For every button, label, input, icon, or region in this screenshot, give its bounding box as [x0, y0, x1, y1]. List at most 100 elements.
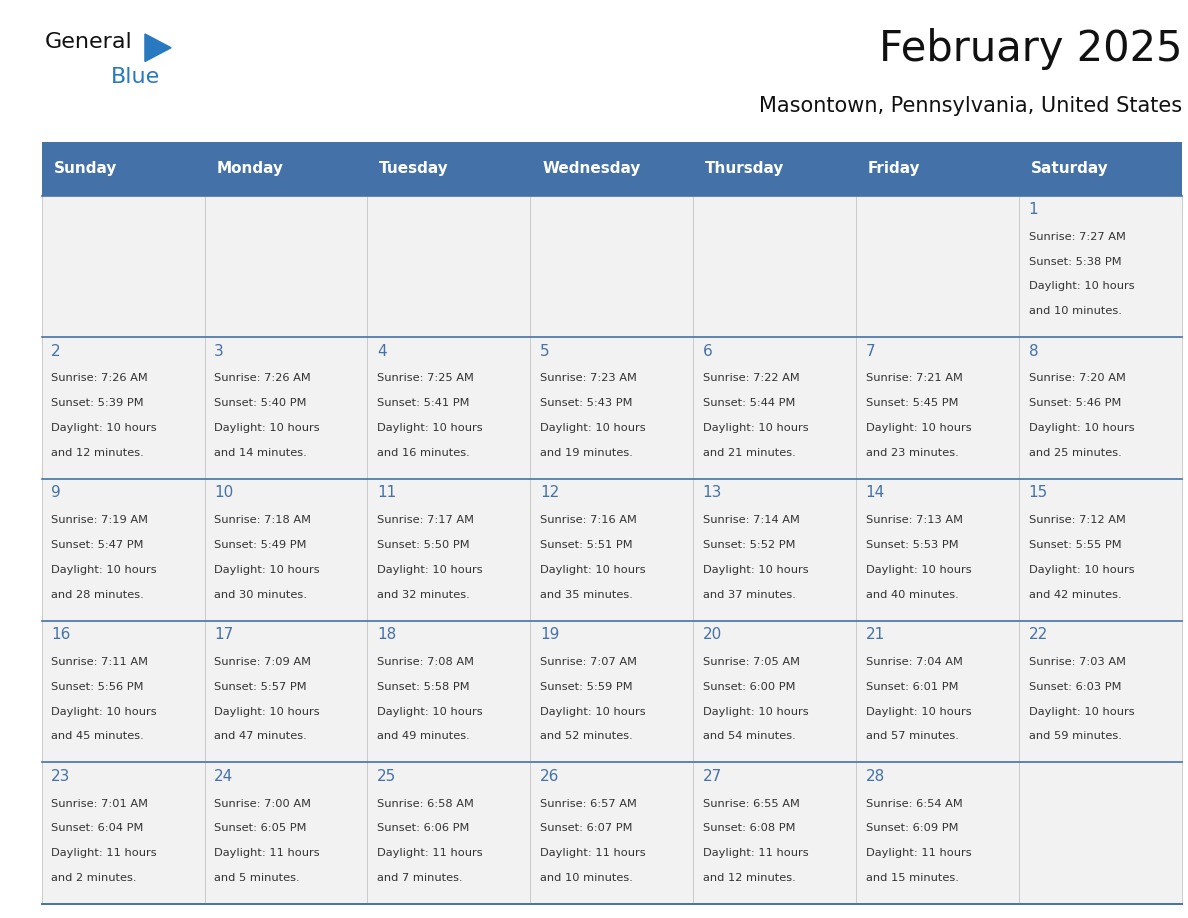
Text: 4: 4	[377, 343, 386, 359]
Text: Daylight: 10 hours: Daylight: 10 hours	[703, 707, 808, 717]
Text: and 49 minutes.: and 49 minutes.	[377, 732, 469, 742]
Text: and 37 minutes.: and 37 minutes.	[703, 589, 796, 599]
Text: Sunset: 5:49 PM: Sunset: 5:49 PM	[214, 540, 307, 550]
Text: Sunset: 6:01 PM: Sunset: 6:01 PM	[866, 682, 959, 692]
Text: Sunrise: 7:16 AM: Sunrise: 7:16 AM	[539, 515, 637, 525]
Text: Sunrise: 7:03 AM: Sunrise: 7:03 AM	[1029, 657, 1126, 667]
Text: Daylight: 10 hours: Daylight: 10 hours	[703, 565, 808, 575]
Text: and 16 minutes.: and 16 minutes.	[377, 448, 469, 458]
Text: Sunset: 5:55 PM: Sunset: 5:55 PM	[1029, 540, 1121, 550]
Text: and 42 minutes.: and 42 minutes.	[1029, 589, 1121, 599]
Text: Sunrise: 6:57 AM: Sunrise: 6:57 AM	[539, 799, 637, 809]
Text: 13: 13	[703, 486, 722, 500]
Text: and 23 minutes.: and 23 minutes.	[866, 448, 959, 458]
Text: Blue: Blue	[110, 67, 159, 87]
Text: Sunset: 6:05 PM: Sunset: 6:05 PM	[214, 823, 307, 834]
Text: and 7 minutes.: and 7 minutes.	[377, 873, 462, 883]
Text: and 5 minutes.: and 5 minutes.	[214, 873, 299, 883]
Text: Daylight: 10 hours: Daylight: 10 hours	[866, 565, 972, 575]
Text: Daylight: 10 hours: Daylight: 10 hours	[51, 707, 157, 717]
Text: and 10 minutes.: and 10 minutes.	[539, 873, 633, 883]
Text: Sunrise: 7:13 AM: Sunrise: 7:13 AM	[866, 515, 962, 525]
Text: Daylight: 10 hours: Daylight: 10 hours	[539, 423, 645, 433]
Text: Sunrise: 6:58 AM: Sunrise: 6:58 AM	[377, 799, 474, 809]
Text: 14: 14	[866, 486, 885, 500]
Text: Sunset: 5:43 PM: Sunset: 5:43 PM	[539, 398, 632, 409]
Text: Sunrise: 7:08 AM: Sunrise: 7:08 AM	[377, 657, 474, 667]
Text: 20: 20	[703, 627, 722, 643]
Text: Daylight: 10 hours: Daylight: 10 hours	[214, 565, 320, 575]
Text: 26: 26	[539, 769, 560, 784]
Text: Daylight: 10 hours: Daylight: 10 hours	[377, 707, 482, 717]
Text: 3: 3	[214, 343, 223, 359]
Text: and 59 minutes.: and 59 minutes.	[1029, 732, 1121, 742]
Text: Sunrise: 7:22 AM: Sunrise: 7:22 AM	[703, 374, 800, 384]
Text: Daylight: 11 hours: Daylight: 11 hours	[214, 848, 320, 858]
Text: Sunset: 5:44 PM: Sunset: 5:44 PM	[703, 398, 795, 409]
Text: 10: 10	[214, 486, 233, 500]
Text: and 14 minutes.: and 14 minutes.	[214, 448, 307, 458]
Text: 7: 7	[866, 343, 876, 359]
Text: Sunrise: 7:01 AM: Sunrise: 7:01 AM	[51, 799, 148, 809]
Text: 9: 9	[51, 486, 61, 500]
Text: Tuesday: Tuesday	[379, 162, 449, 176]
Text: February 2025: February 2025	[879, 28, 1182, 70]
Text: Daylight: 10 hours: Daylight: 10 hours	[1029, 281, 1135, 291]
Text: Sunrise: 7:20 AM: Sunrise: 7:20 AM	[1029, 374, 1125, 384]
Text: and 45 minutes.: and 45 minutes.	[51, 732, 144, 742]
Text: Daylight: 10 hours: Daylight: 10 hours	[214, 423, 320, 433]
Text: Sunrise: 6:55 AM: Sunrise: 6:55 AM	[703, 799, 800, 809]
Text: and 2 minutes.: and 2 minutes.	[51, 873, 137, 883]
Text: 22: 22	[1029, 627, 1048, 643]
Text: and 52 minutes.: and 52 minutes.	[539, 732, 633, 742]
Text: 5: 5	[539, 343, 550, 359]
Text: Daylight: 10 hours: Daylight: 10 hours	[51, 423, 157, 433]
Text: and 54 minutes.: and 54 minutes.	[703, 732, 796, 742]
Text: 12: 12	[539, 486, 560, 500]
Text: and 12 minutes.: and 12 minutes.	[51, 448, 144, 458]
Text: Sunset: 6:07 PM: Sunset: 6:07 PM	[539, 823, 632, 834]
Text: Sunset: 6:09 PM: Sunset: 6:09 PM	[866, 823, 959, 834]
Text: Sunrise: 6:54 AM: Sunrise: 6:54 AM	[866, 799, 962, 809]
Text: and 28 minutes.: and 28 minutes.	[51, 589, 144, 599]
Text: Sunrise: 7:07 AM: Sunrise: 7:07 AM	[539, 657, 637, 667]
Text: Daylight: 11 hours: Daylight: 11 hours	[539, 848, 645, 858]
Text: Sunset: 5:50 PM: Sunset: 5:50 PM	[377, 540, 469, 550]
Text: Daylight: 10 hours: Daylight: 10 hours	[51, 565, 157, 575]
Text: Sunrise: 7:11 AM: Sunrise: 7:11 AM	[51, 657, 148, 667]
Text: 6: 6	[703, 343, 713, 359]
Text: 28: 28	[866, 769, 885, 784]
Text: Sunset: 5:45 PM: Sunset: 5:45 PM	[866, 398, 959, 409]
Text: and 47 minutes.: and 47 minutes.	[214, 732, 307, 742]
Text: 16: 16	[51, 627, 70, 643]
Text: 27: 27	[703, 769, 722, 784]
Text: Sunset: 6:08 PM: Sunset: 6:08 PM	[703, 823, 795, 834]
Text: Sunset: 5:38 PM: Sunset: 5:38 PM	[1029, 256, 1121, 266]
Text: Sunrise: 7:18 AM: Sunrise: 7:18 AM	[214, 515, 311, 525]
Text: Sunset: 5:41 PM: Sunset: 5:41 PM	[377, 398, 469, 409]
Text: 18: 18	[377, 627, 396, 643]
Text: and 57 minutes.: and 57 minutes.	[866, 732, 959, 742]
Text: Sunrise: 7:09 AM: Sunrise: 7:09 AM	[214, 657, 311, 667]
Text: Sunset: 6:03 PM: Sunset: 6:03 PM	[1029, 682, 1121, 692]
Text: and 10 minutes.: and 10 minutes.	[1029, 306, 1121, 316]
Text: Sunset: 5:46 PM: Sunset: 5:46 PM	[1029, 398, 1121, 409]
Text: 11: 11	[377, 486, 396, 500]
Text: and 25 minutes.: and 25 minutes.	[1029, 448, 1121, 458]
Text: Sunrise: 7:00 AM: Sunrise: 7:00 AM	[214, 799, 311, 809]
Text: Sunrise: 7:12 AM: Sunrise: 7:12 AM	[1029, 515, 1125, 525]
Text: Wednesday: Wednesday	[542, 162, 640, 176]
Text: and 15 minutes.: and 15 minutes.	[866, 873, 959, 883]
Text: 8: 8	[1029, 343, 1038, 359]
Text: Sunset: 5:52 PM: Sunset: 5:52 PM	[703, 540, 795, 550]
Text: Daylight: 10 hours: Daylight: 10 hours	[377, 565, 482, 575]
Text: Sunset: 5:40 PM: Sunset: 5:40 PM	[214, 398, 307, 409]
Text: Sunrise: 7:25 AM: Sunrise: 7:25 AM	[377, 374, 474, 384]
Text: Sunrise: 7:14 AM: Sunrise: 7:14 AM	[703, 515, 800, 525]
Text: Daylight: 11 hours: Daylight: 11 hours	[377, 848, 482, 858]
Text: Sunset: 5:58 PM: Sunset: 5:58 PM	[377, 682, 469, 692]
Text: and 32 minutes.: and 32 minutes.	[377, 589, 469, 599]
Text: Sunrise: 7:19 AM: Sunrise: 7:19 AM	[51, 515, 148, 525]
Text: and 40 minutes.: and 40 minutes.	[866, 589, 959, 599]
Text: Daylight: 10 hours: Daylight: 10 hours	[866, 423, 972, 433]
